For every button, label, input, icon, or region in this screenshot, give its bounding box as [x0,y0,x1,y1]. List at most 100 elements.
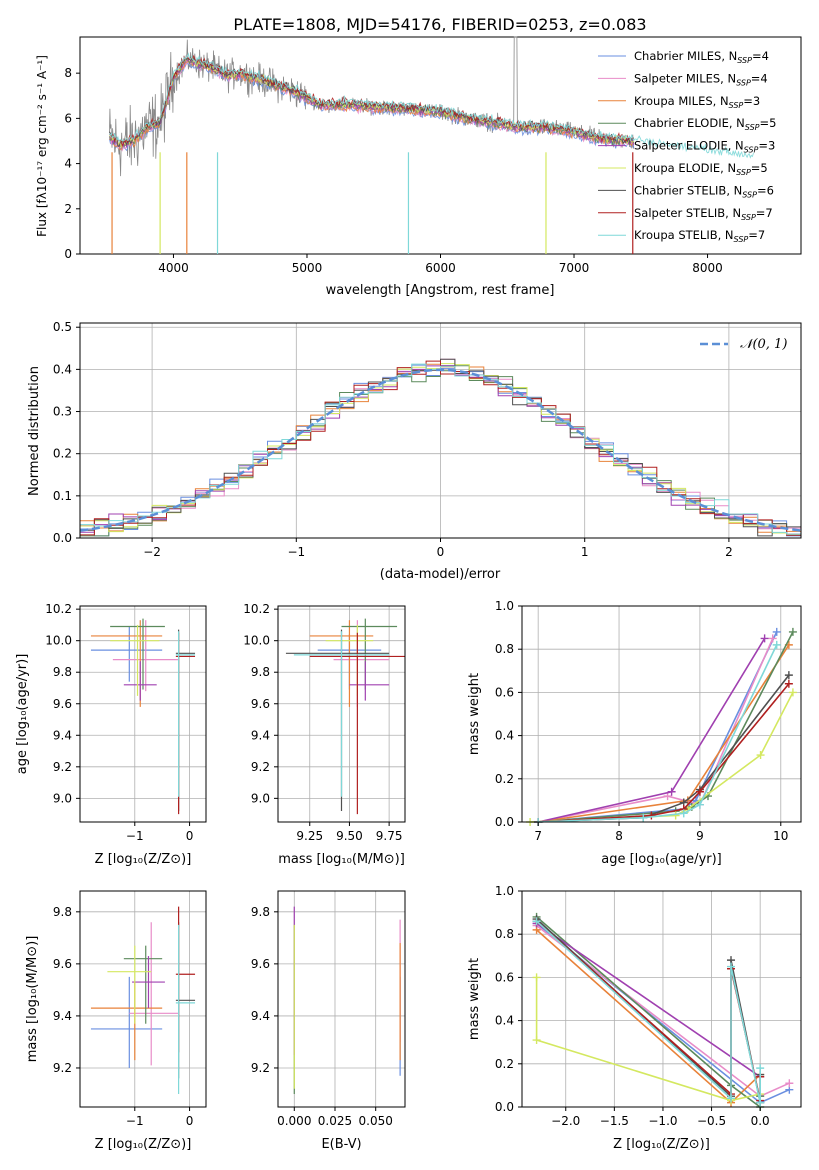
legend-label-text: Chabrier MILES, N [634,49,737,63]
massweight-vs-z-frame [521,890,802,1108]
massweight-vs-age-marker [647,811,656,820]
mass-vs-z-x-tick-label: 0 [186,1114,194,1128]
age-vs-z-y-tick-label: 9.6 [53,697,72,711]
legend-label-8: Kroupa STELIB, NSSP=7 [634,228,765,244]
model-spectrum-8 [109,52,754,159]
mass-vs-z-xlabel: Z [log₁₀(Z/Z⊙)] [95,1137,192,1152]
massweight-vs-age-marker [679,809,688,818]
mass-vs-z-y-tick-label: 9.8 [53,905,72,919]
age-vs-z-y-tick-label: 9.0 [53,791,72,805]
residual-y-tick-label: 0.3 [53,405,72,419]
spectrum-y-tick-label: 4 [64,157,72,171]
massweight-vs-age-x-tick-label: 10 [773,829,788,843]
massweight-vs-age-marker [695,800,704,809]
mass-vs-z-frame [79,890,207,1108]
massweight-vs-age-y-tick-label: 0.4 [495,729,514,743]
massweight-vs-age-y-tick-label: 0.2 [495,772,514,786]
massweight-vs-z-x-tick-label: 0.0 [751,1114,770,1128]
massweight-vs-z-y-tick-label: 0.4 [495,1014,514,1028]
massweight-vs-z: −2.0 −1.5 −1.0 −0.5 0.0 0.0 0.2 0.4 0.6 0.8 1.0 Z [… [467,884,802,1152]
massweight-vs-z-marker [532,1036,541,1045]
residual-x-tick-label: 0 [437,545,445,559]
legend-label-sub: SSP [737,56,752,65]
legend-label-sub: SSP [734,235,749,244]
mass-vs-ebv-xlabel: E(B-V) [321,1137,361,1152]
residual-panel: −2 −1 0 1 2 0.0 0.1 0.2 0.3 0.4 0.5 (data-model)/… [27,320,802,582]
massweight-vs-age-x-tick-label: 9 [696,829,704,843]
massweight-vs-z-x-tick-label: −0.5 [697,1114,726,1128]
legend-label-sub: SSP [729,101,744,110]
legend-label-sub: SSP [745,123,760,132]
spectrum-y-tick-label: 0 [64,247,72,261]
parameter-panels: −1 0 9.0 9.2 9.4 9.6 9.8 10.0 10.2 Z [log₁₀(Z/Z⊙)… [15,599,802,1152]
residual-y-tick-label: 0.2 [53,447,72,461]
age-vs-z-y-tick-label: 9.4 [53,728,72,742]
legend-label-text: Kroupa ELODIE, N [634,161,736,175]
age-vs-mass-y-tick-label: 9.8 [251,665,270,679]
age-vs-z-ylabel: age [log₁₀(age/yr)] [15,654,30,775]
massweight-vs-z-y-tick-label: 0.2 [495,1057,514,1071]
age-vs-z-y-tick-label: 9.8 [53,665,72,679]
model-spectrum-2 [109,57,635,151]
spectrum-ylabel: Flux [fλ10⁻¹⁷ erg cm⁻² s⁻¹ A⁻¹] [35,55,49,237]
legend-label-1: Salpeter MILES, NSSP=4 [634,71,768,87]
residual-x-tick-label: −2 [143,545,161,559]
legend-label-suffix: =3 [758,139,775,153]
age-vs-mass-y-tick-label: 9.6 [251,697,270,711]
mass-vs-ebv-y-tick-label: 9.2 [251,1061,270,1075]
massweight-vs-z-y-tick-label: 1.0 [495,884,514,898]
legend-label-5: Kroupa ELODIE, NSSP=5 [634,161,768,177]
mass-vs-ebv-x-tick-label: 0.025 [318,1114,352,1128]
age-vs-mass-y-tick-label: 10.0 [243,634,270,648]
mass-vs-ebv-y-tick-label: 9.6 [251,957,270,971]
massweight-vs-age-marker [784,671,793,680]
massweight-vs-age-marker [788,627,797,636]
mass-vs-z-y-tick-label: 9.6 [53,957,72,971]
figure-title: PLATE=1808, MJD=54176, FIBERID=0253, z=0… [233,15,646,34]
massweight-vs-z-y-tick-label: 0.8 [495,927,514,941]
spectrum-x-ticks: 4000 5000 6000 7000 8000 [158,254,723,275]
massweight-vs-z-ylabel: mass weight [467,958,482,1040]
mass-vs-ebv: 0.000 0.025 0.050 9.2 9.4 9.6 9.8 E(B-V) [251,890,406,1152]
mass-vs-ebv-y-tick-label: 9.8 [251,905,270,919]
massweight-vs-z-marker [532,917,541,926]
legend-label-7: Salpeter STELIB, NSSP=7 [634,206,773,222]
age-vs-mass-y-tick-label: 9.2 [251,760,270,774]
massweight-vs-z-marker [727,1094,736,1103]
age-vs-mass-y-tick-label: 10.2 [243,602,270,616]
massweight-vs-z-y-tick-label: 0.6 [495,970,514,984]
massweight-vs-age-marker [784,679,793,688]
massweight-vs-z-x-tick-label: −2.0 [551,1114,580,1128]
spectrum-x-tick-label: 8000 [692,261,723,275]
residual-x-tick-label: −1 [287,545,305,559]
massweight-vs-z-x-tick-label: −1.0 [648,1114,677,1128]
legend-label-sub: SSP [742,190,757,199]
mass-vs-z-y-tick-label: 9.4 [53,1009,72,1023]
massweight-vs-z-y-tick-label: 0.0 [495,1100,514,1114]
residual-y-ticks: 0.0 0.1 0.2 0.3 0.4 0.5 [53,320,80,545]
legend-label-sub: SSP [736,168,751,177]
spectrum-lines [108,36,754,254]
massweight-vs-age-marker [772,627,781,636]
legend-label-text: Kroupa STELIB, N [634,228,734,242]
legend-label-sub: SSP [744,146,759,155]
gaussian-curve [79,368,802,532]
legend-label-3: Chabrier ELODIE, NSSP=5 [634,116,776,132]
residual-grid [80,323,801,538]
massweight-vs-age-marker [756,751,765,760]
spectrum-x-tick-label: 4000 [158,261,189,275]
massweight-vs-age-xlabel: age [log₁₀(age/yr)] [601,852,722,867]
mass-vs-ebv-x-tick-label: 0.000 [277,1114,311,1128]
legend-label-text: Chabrier STELIB, N [634,183,742,197]
residual-xlabel: (data-model)/error [380,567,501,582]
spectrum-y-tick-label: 2 [64,202,72,216]
age-vs-mass: 9.25 9.50 9.75 9.0 9.2 9.4 9.6 9.8 10.0 10.2 mass … [243,602,406,867]
legend-label-suffix: =3 [743,94,760,108]
legend-label-sub: SSP [736,78,751,87]
legend-label-suffix: =5 [751,161,768,175]
age-vs-mass-frame [277,605,406,823]
age-vs-mass-y-tick-label: 9.0 [251,791,270,805]
massweight-vs-z-x-tick-label: −1.5 [600,1114,629,1128]
massweight-vs-z-line-5 [535,977,761,1102]
spectrum-xlabel: wavelength [Angstrom, rest frame] [326,283,555,298]
